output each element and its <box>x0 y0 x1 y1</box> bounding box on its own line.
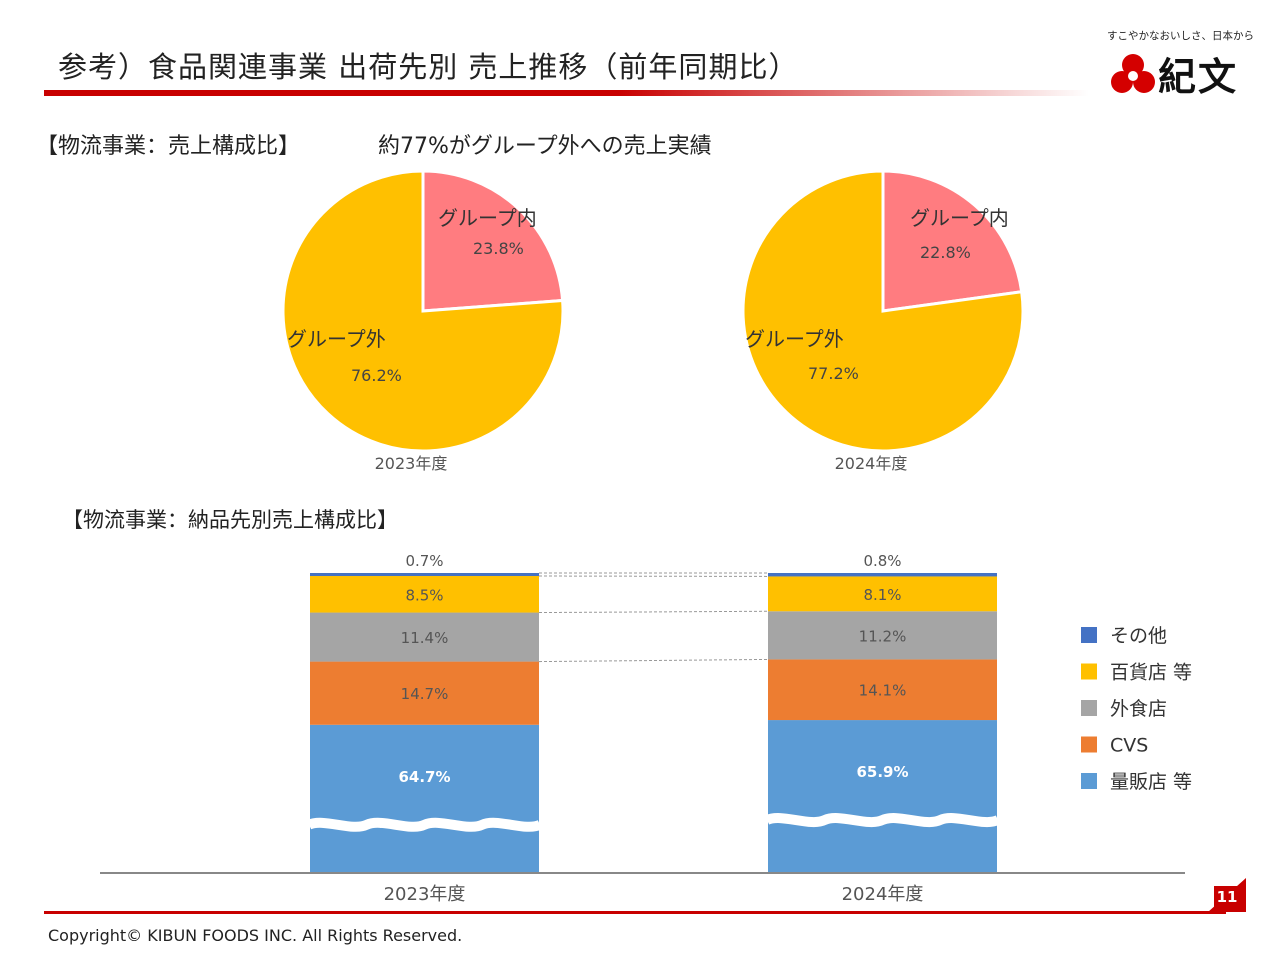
legend-swatch <box>1081 773 1097 789</box>
axis-break-icon <box>764 813 1001 828</box>
bar-segment <box>310 576 539 613</box>
legend-swatch <box>1081 700 1097 716</box>
headline-text: 約77%がグループ外への売上実績 <box>378 134 712 159</box>
connector-line <box>538 658 769 663</box>
bar-data-label: 0.8% <box>863 552 901 570</box>
bar-data-label: 65.9% <box>856 763 908 781</box>
pie-label-group-in: グループ内 <box>438 206 537 230</box>
bar-data-label: 64.7% <box>398 768 450 786</box>
pie-value-group-out: 76.2% <box>351 366 402 385</box>
pie-label-group-out: グループ外 <box>287 327 386 351</box>
bar-data-label: 8.5% <box>405 586 443 604</box>
bar-segment <box>310 573 539 577</box>
bar-data-label: 11.4% <box>401 629 449 647</box>
pie-slice-group-out <box>741 169 1025 453</box>
footer-rule <box>44 911 1226 914</box>
bar-segment <box>768 611 997 660</box>
legend-label: CVS <box>1110 735 1148 757</box>
bar-data-label: 0.7% <box>405 552 443 570</box>
pie-slice-group-in <box>881 169 1024 313</box>
page-number: 11 <box>1216 888 1238 906</box>
section-title-delivery: 【物流事業：納品先別売上構成比】 <box>62 508 398 532</box>
legend-swatch <box>1081 627 1097 643</box>
copyright-text: Copyright© KIBUN FOODS INC. All Rights R… <box>48 926 463 945</box>
bar-segment <box>768 573 997 577</box>
legend-label: 百貨店 等 <box>1110 662 1192 684</box>
page-title: 参考）食品関連事業 出荷先別 売上推移（前年同期比） <box>58 50 799 84</box>
bar-data-label: 11.2% <box>859 627 907 645</box>
bar-segment <box>768 659 997 721</box>
logo-tagline: すこやかなおいしさ、日本から <box>1107 30 1254 42</box>
connector-line <box>538 610 769 614</box>
bar-data-label: 8.1% <box>863 586 901 604</box>
bar-segment <box>310 724 539 872</box>
pie-charts: グループ内 23.8% グループ外 76.2% 2023年度 グループ内 22.8% グループ… <box>281 169 1025 473</box>
bar-data-label: 14.7% <box>401 685 449 703</box>
bar-segment <box>768 576 997 612</box>
bar-segment <box>768 720 997 872</box>
bar-data-label: 14.1% <box>859 682 907 700</box>
pie-slice-group-in <box>421 169 565 313</box>
axis-break-icon <box>306 817 543 832</box>
legend-swatch <box>1081 736 1097 753</box>
pie-value-group-in: 22.8% <box>920 243 971 262</box>
pie-value-group-in: 23.8% <box>473 239 524 258</box>
pie-year-label: 2024年度 <box>835 454 908 473</box>
title-underline <box>44 90 1089 96</box>
pie-value-group-out: 77.2% <box>808 364 859 383</box>
pie-label-group-in: グループ内 <box>910 206 1009 230</box>
legend-label: その他 <box>1110 625 1167 647</box>
bar-segment <box>310 612 539 662</box>
page-number-badge <box>1208 878 1246 912</box>
legend-swatch <box>1081 663 1097 680</box>
logo-name: 紀文 <box>1158 54 1239 99</box>
kibun-logo-icon <box>1111 54 1155 93</box>
pie-label-group-out: グループ外 <box>745 327 844 351</box>
bar-category-label: 2024年度 <box>842 884 924 905</box>
section-title-composition: 【物流事業：売上構成比】 <box>36 134 301 159</box>
legend-label: 量販店 等 <box>1110 771 1192 793</box>
legend-label: 外食店 <box>1110 698 1167 720</box>
pie-year-label: 2023年度 <box>375 454 448 473</box>
bar-segment <box>310 661 539 725</box>
bar-category-label: 2023年度 <box>384 884 466 905</box>
pie-slice-group-out <box>281 169 565 453</box>
